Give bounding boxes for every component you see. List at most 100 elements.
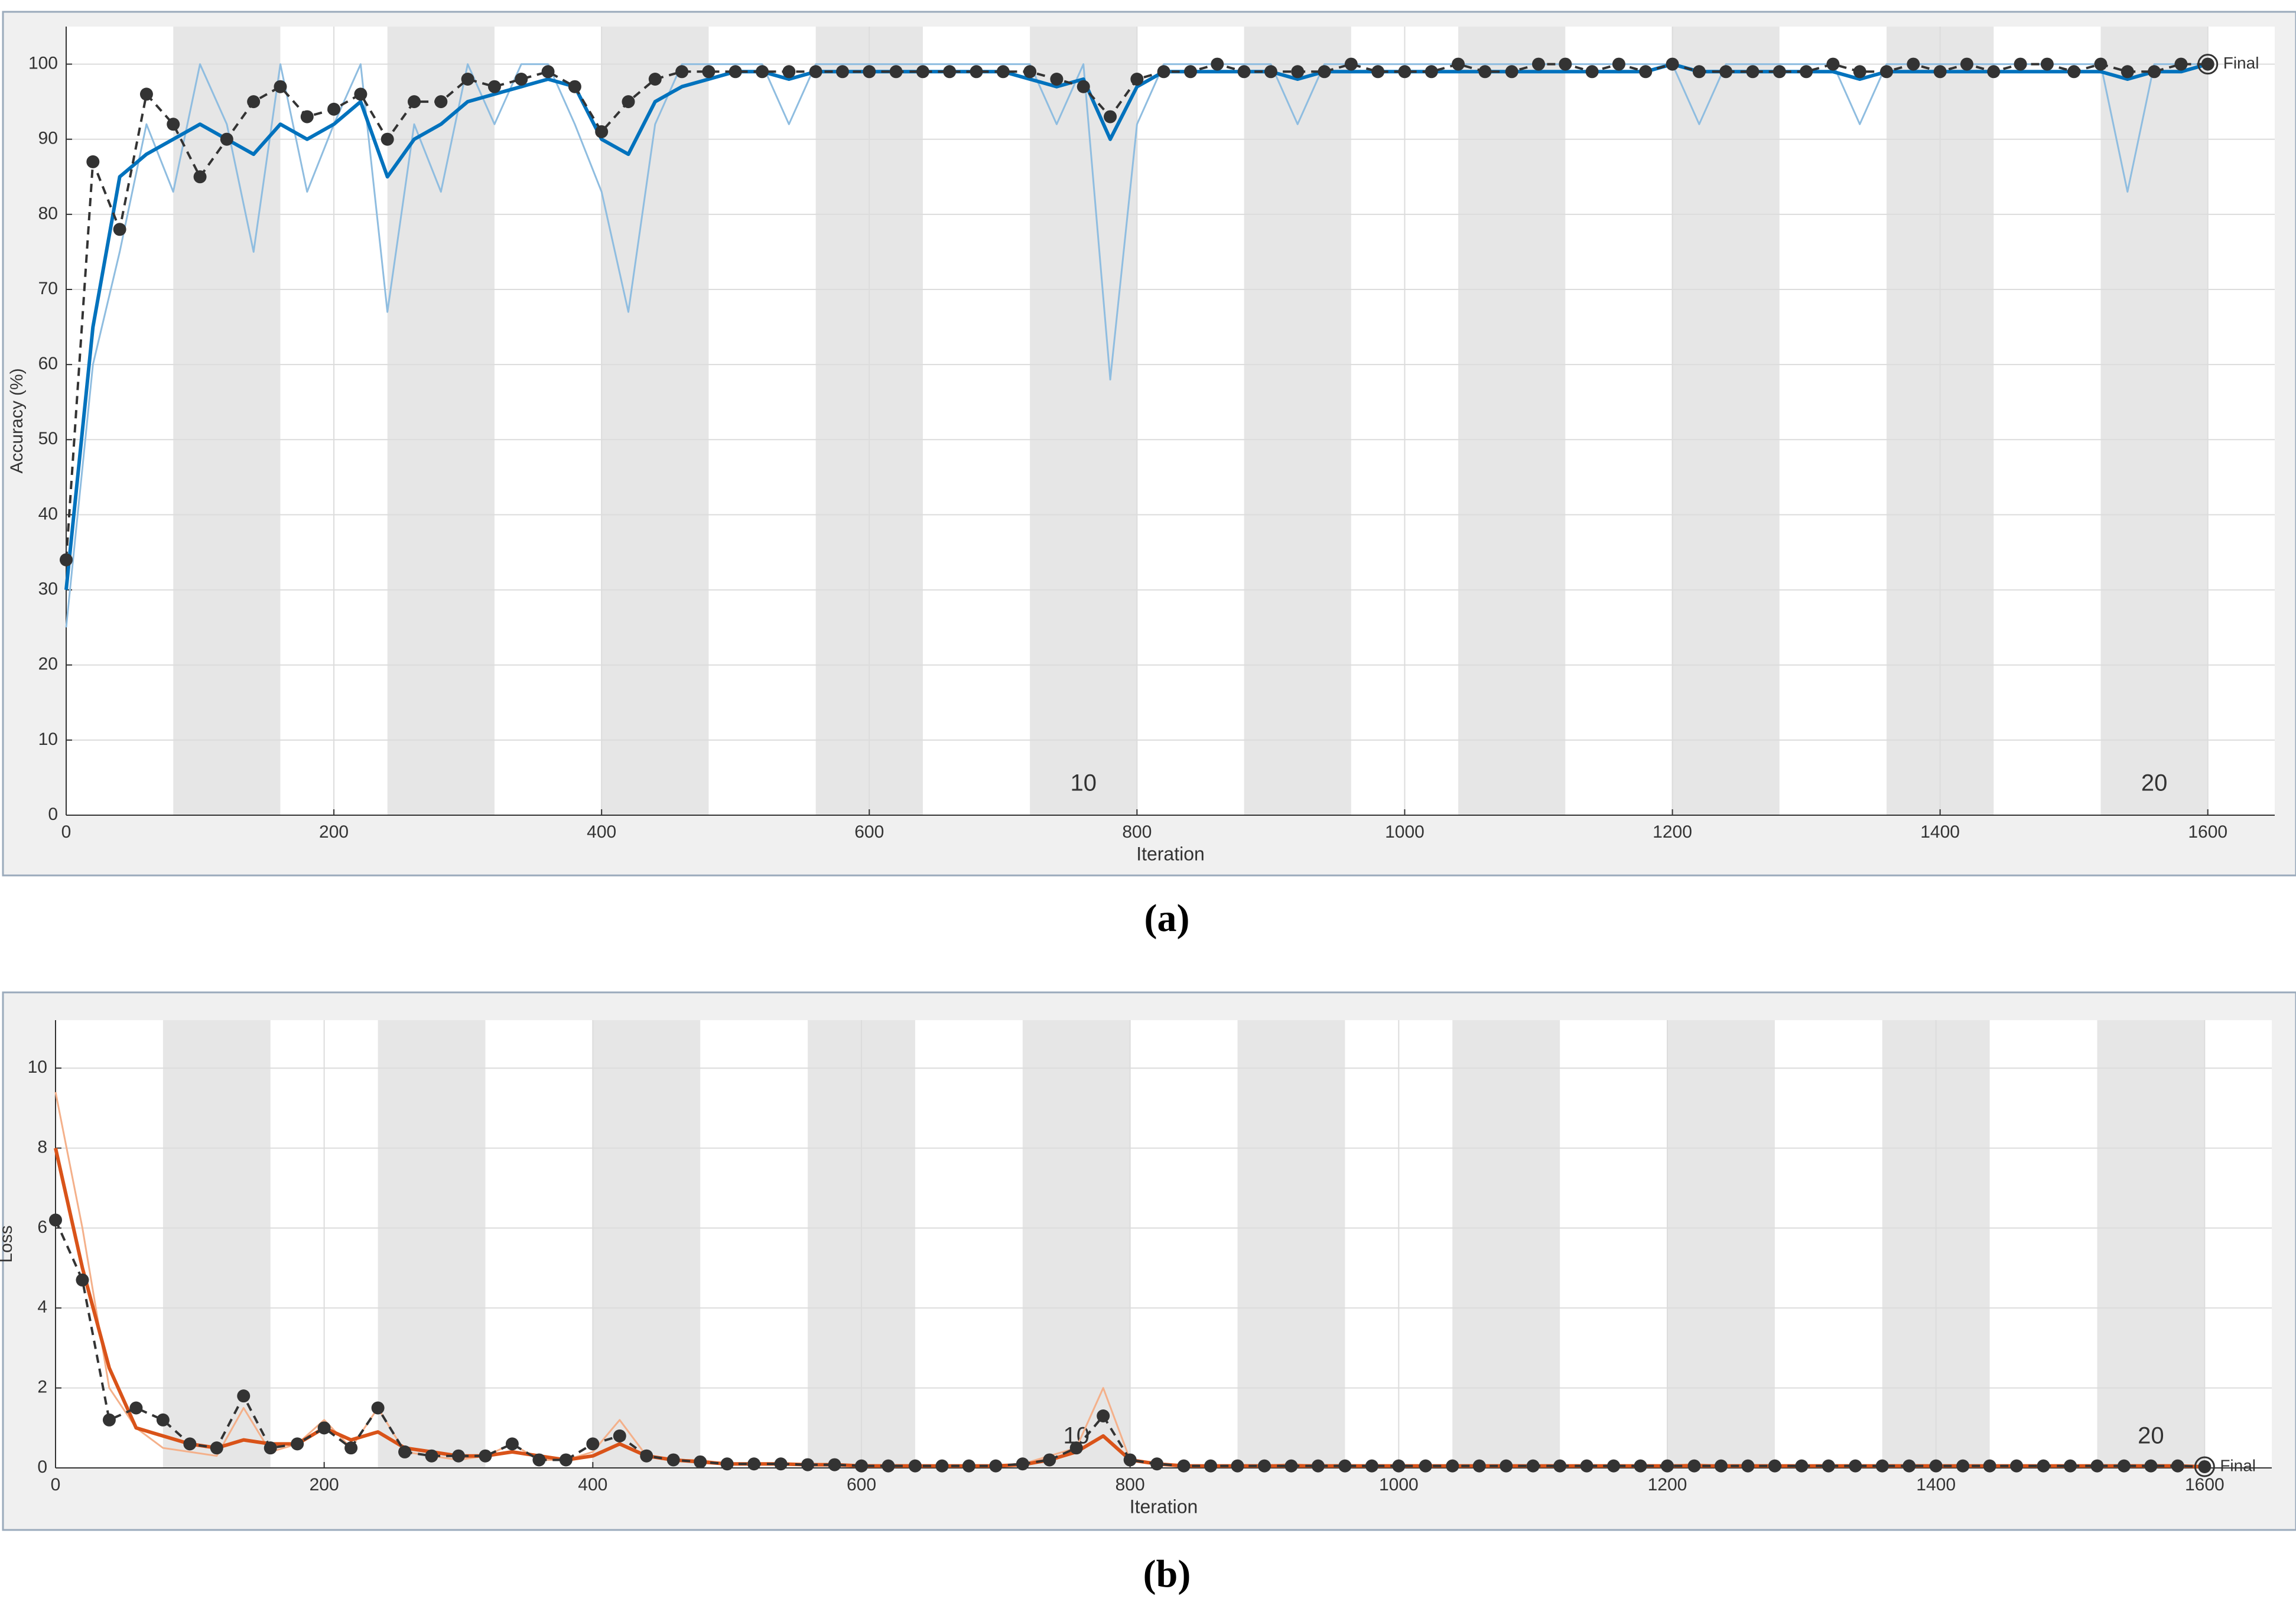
data-point [1291, 65, 1305, 79]
data-point [461, 73, 474, 86]
data-point [2090, 1459, 2104, 1473]
data-point [317, 1421, 331, 1435]
data-point [398, 1445, 412, 1458]
data-point [747, 1457, 761, 1471]
data-point [1069, 1441, 1083, 1455]
data-point [675, 65, 689, 79]
epoch-band [593, 1020, 701, 1468]
data-point [568, 80, 581, 93]
y-tick-label: 100 [28, 53, 58, 73]
data-point [1580, 1459, 1593, 1473]
data-point [1452, 57, 1465, 71]
data-point [193, 170, 207, 184]
data-point [274, 80, 287, 93]
data-point [1043, 1453, 1056, 1467]
data-point [782, 65, 796, 79]
data-point [2010, 1459, 2024, 1473]
data-point [801, 1458, 815, 1471]
data-point [1237, 65, 1251, 79]
data-point [1150, 1457, 1164, 1471]
data-point [809, 65, 822, 79]
data-point [1983, 1459, 1996, 1473]
data-point [183, 1437, 197, 1451]
data-point [86, 155, 100, 168]
data-point [434, 95, 448, 109]
data-point [1907, 57, 1920, 71]
data-point [237, 1389, 251, 1403]
epoch-band [2100, 27, 2208, 815]
data-point [1264, 65, 1277, 79]
series-line [64, 62, 2209, 590]
data-point [1795, 1459, 1809, 1473]
data-point [640, 1449, 653, 1463]
data-point [1960, 57, 1973, 71]
data-point [648, 73, 662, 86]
data-point [1023, 65, 1037, 79]
data-point [264, 1441, 277, 1455]
data-point [1371, 65, 1385, 79]
data-point [1585, 65, 1599, 79]
caption: (a) [1144, 897, 1190, 940]
data-point [2201, 57, 2214, 71]
x-tick-label: 1600 [2185, 1475, 2225, 1494]
data-point [1077, 80, 1090, 93]
epoch-band [1022, 1020, 1130, 1468]
y-tick-label: 20 [38, 655, 58, 674]
y-tick-label: 30 [38, 579, 58, 598]
data-point [220, 132, 233, 146]
data-point [1505, 65, 1518, 79]
data-point [2148, 65, 2161, 79]
data-point [1800, 65, 1813, 79]
y-tick-label: 0 [48, 805, 58, 824]
data-point [1746, 65, 1760, 79]
data-point [1472, 1459, 1486, 1473]
data-point [49, 1213, 62, 1227]
data-point [2121, 65, 2134, 79]
data-point [1425, 65, 1438, 79]
data-point [1692, 65, 1706, 79]
data-point [835, 65, 849, 79]
data-point [1123, 1453, 1137, 1467]
y-axis-label: Accuracy (%) [7, 368, 27, 473]
x-tick-label: 1600 [2188, 822, 2227, 842]
data-point [1773, 65, 1786, 79]
x-axis-label: Iteration [1136, 843, 1205, 864]
data-point [828, 1458, 841, 1471]
data-point [479, 1449, 492, 1463]
caption: (b) [1143, 1552, 1191, 1596]
data-point [515, 73, 528, 86]
data-point [863, 65, 876, 79]
data-point [1553, 1459, 1567, 1473]
y-tick-label: 60 [38, 354, 58, 373]
data-point [855, 1459, 868, 1473]
data-point [1929, 1459, 1943, 1473]
data-point [1634, 1459, 1647, 1473]
data-point [129, 1401, 143, 1415]
data-point [60, 553, 73, 566]
data-point [327, 102, 341, 116]
final-label: Final [2220, 1456, 2256, 1474]
data-point [1719, 65, 1733, 79]
x-tick-label: 0 [61, 822, 71, 842]
data-point [1853, 65, 1866, 79]
data-point [666, 1453, 680, 1467]
data-point [1714, 1459, 1728, 1473]
epoch-band [378, 1020, 486, 1468]
epoch-band [162, 1020, 271, 1468]
data-point [1177, 1459, 1191, 1473]
data-point [1532, 57, 1545, 71]
data-point [962, 1459, 975, 1473]
data-point [1344, 57, 1358, 71]
y-tick-label: 8 [37, 1137, 47, 1157]
data-point [452, 1449, 465, 1463]
y-tick-label: 2 [37, 1378, 47, 1397]
data-point [1607, 1459, 1621, 1473]
data-point [487, 80, 501, 93]
final-marker [2197, 54, 2219, 75]
data-point [702, 65, 716, 79]
data-point [729, 65, 742, 79]
epoch-label: 10 [1070, 770, 1097, 796]
x-tick-label: 1200 [1648, 1475, 1687, 1494]
data-point [1768, 1459, 1781, 1473]
data-point [720, 1457, 734, 1471]
